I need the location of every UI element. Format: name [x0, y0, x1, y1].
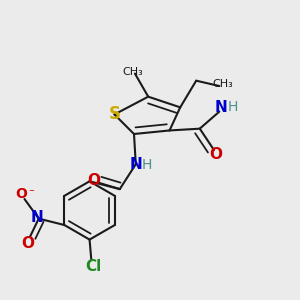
- Text: N: N: [215, 100, 227, 115]
- Text: H: H: [228, 100, 238, 114]
- Text: O: O: [88, 173, 101, 188]
- Text: H: H: [142, 158, 152, 172]
- Text: S: S: [109, 106, 121, 124]
- Text: CH₃: CH₃: [123, 67, 143, 77]
- Text: N: N: [31, 210, 43, 225]
- Text: Cl: Cl: [85, 259, 101, 274]
- Text: N: N: [130, 157, 143, 172]
- Text: ⁻: ⁻: [28, 188, 34, 198]
- Text: O: O: [209, 147, 222, 162]
- Text: O: O: [15, 187, 27, 201]
- Text: O: O: [22, 236, 34, 251]
- Text: CH₃: CH₃: [212, 79, 233, 89]
